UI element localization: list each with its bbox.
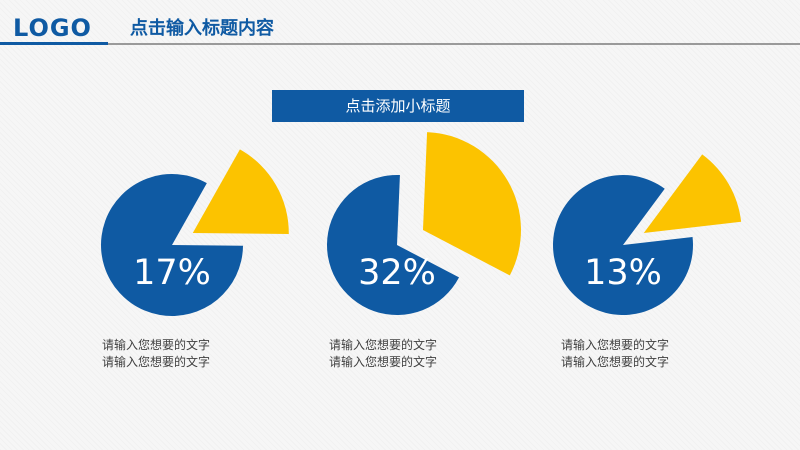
caption-3-line-1: 请输入您想要的文字	[561, 338, 670, 352]
logo: LOGO	[13, 14, 92, 42]
caption-2-line-1: 请输入您想要的文字	[329, 338, 438, 352]
pie-3-highlight-slice	[643, 154, 742, 233]
caption-1-line-1: 请输入您想要的文字	[102, 338, 211, 352]
pie-2-percent-label: 32%	[358, 253, 436, 293]
page-title: 点击输入标题内容	[130, 18, 274, 39]
caption-3-line-2: 请输入您想要的文字	[561, 355, 670, 369]
pie-2-remainder-slice	[326, 174, 460, 315]
pie-1-percent-label: 17%	[133, 253, 211, 293]
caption-2: 请输入您想要的文字 请输入您想要的文字	[329, 337, 489, 371]
caption-1: 请输入您想要的文字 请输入您想要的文字	[102, 337, 262, 371]
pie-2-highlight-slice	[422, 132, 521, 276]
pie-1-remainder-slice	[101, 174, 243, 317]
pie-1-highlight-slice	[192, 149, 289, 235]
header-divider	[0, 43, 800, 45]
pie-3-percent-label: 13%	[584, 253, 662, 293]
caption-3: 请输入您想要的文字 请输入您想要的文字	[561, 337, 721, 371]
subtitle-banner: 点击添加小标题	[272, 90, 524, 122]
header-accent-bar	[0, 42, 108, 45]
caption-2-line-2: 请输入您想要的文字	[329, 355, 438, 369]
pie-3-remainder-slice	[553, 174, 694, 315]
caption-1-line-2: 请输入您想要的文字	[102, 355, 211, 369]
